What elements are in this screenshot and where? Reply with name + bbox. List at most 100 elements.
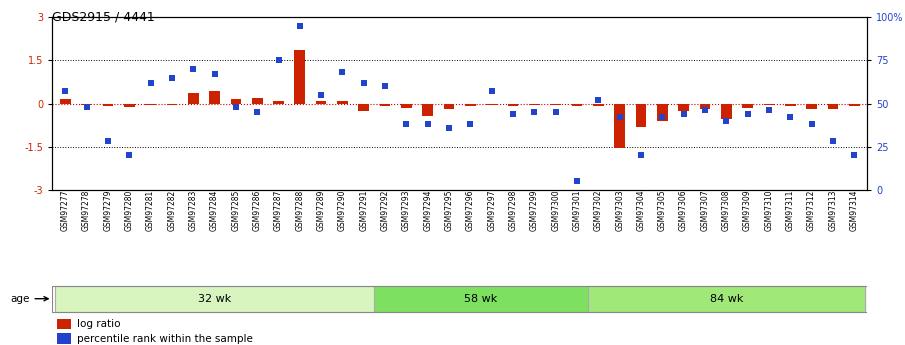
- Text: 32 wk: 32 wk: [198, 294, 231, 304]
- Bar: [401, 104, 412, 108]
- Text: percentile rank within the sample: percentile rank within the sample: [77, 334, 252, 344]
- Bar: [572, 104, 582, 106]
- Point: [762, 108, 776, 113]
- Text: GSM97287: GSM97287: [274, 190, 283, 231]
- Bar: [764, 104, 775, 105]
- Bar: [380, 104, 390, 106]
- Text: GSM97296: GSM97296: [466, 190, 475, 231]
- Point: [634, 152, 648, 158]
- Point: [314, 92, 329, 98]
- Text: 84 wk: 84 wk: [710, 294, 743, 304]
- Bar: [700, 104, 710, 109]
- Text: 58 wk: 58 wk: [464, 294, 498, 304]
- Bar: [785, 104, 795, 106]
- Text: GSM97298: GSM97298: [509, 190, 518, 231]
- Point: [740, 111, 755, 117]
- Bar: [508, 104, 519, 106]
- Bar: [145, 104, 156, 105]
- Bar: [742, 104, 753, 108]
- Text: GSM97293: GSM97293: [402, 190, 411, 231]
- Point: [399, 121, 414, 127]
- Bar: [614, 104, 625, 148]
- Bar: [635, 104, 646, 127]
- Bar: [60, 99, 71, 104]
- Text: GSM97288: GSM97288: [295, 190, 304, 231]
- Bar: [81, 104, 92, 105]
- Bar: [56, 333, 71, 344]
- Point: [484, 89, 499, 94]
- Text: GSM97297: GSM97297: [487, 190, 496, 231]
- Text: GSM97302: GSM97302: [594, 190, 603, 231]
- Bar: [529, 104, 539, 105]
- Point: [805, 121, 819, 127]
- Point: [676, 111, 691, 117]
- Text: GSM97301: GSM97301: [573, 190, 582, 231]
- Text: GSM97292: GSM97292: [381, 190, 390, 231]
- Bar: [358, 104, 369, 111]
- Text: GSM97310: GSM97310: [765, 190, 774, 231]
- Text: log ratio: log ratio: [77, 319, 120, 329]
- Text: GSM97307: GSM97307: [700, 190, 710, 231]
- Point: [698, 108, 712, 113]
- Point: [143, 80, 157, 86]
- Text: GSM97305: GSM97305: [658, 190, 667, 231]
- Bar: [678, 104, 689, 111]
- Bar: [188, 93, 198, 104]
- Text: GSM97279: GSM97279: [103, 190, 112, 231]
- Bar: [124, 104, 135, 107]
- Text: GSM97286: GSM97286: [252, 190, 262, 231]
- Bar: [550, 104, 561, 105]
- Point: [100, 139, 115, 144]
- Point: [591, 97, 605, 103]
- Text: GSM97282: GSM97282: [167, 190, 176, 231]
- Text: GSM97289: GSM97289: [317, 190, 326, 231]
- Bar: [316, 101, 327, 104]
- Text: GSM97278: GSM97278: [82, 190, 91, 231]
- Text: GSM97306: GSM97306: [679, 190, 688, 231]
- Text: age: age: [10, 294, 48, 304]
- Text: GSM97308: GSM97308: [722, 190, 730, 231]
- Point: [847, 152, 862, 158]
- Point: [421, 121, 435, 127]
- Text: GSM97280: GSM97280: [125, 190, 134, 231]
- Bar: [443, 104, 454, 109]
- Bar: [721, 104, 731, 119]
- Point: [548, 109, 563, 115]
- Bar: [252, 98, 262, 104]
- Text: GSM97295: GSM97295: [444, 190, 453, 231]
- Point: [570, 178, 585, 184]
- Text: GSM97291: GSM97291: [359, 190, 368, 231]
- Point: [58, 89, 72, 94]
- Point: [207, 71, 222, 77]
- Point: [442, 125, 456, 130]
- Bar: [593, 104, 604, 106]
- Text: GSM97309: GSM97309: [743, 190, 752, 231]
- Point: [122, 152, 137, 158]
- Point: [506, 111, 520, 117]
- Text: GDS2915 / 4441: GDS2915 / 4441: [52, 10, 156, 23]
- Bar: [56, 319, 71, 329]
- Bar: [231, 99, 242, 104]
- Text: GSM97313: GSM97313: [828, 190, 837, 231]
- Point: [825, 139, 840, 144]
- Point: [250, 109, 264, 115]
- Bar: [273, 101, 284, 104]
- Point: [719, 118, 734, 124]
- Point: [335, 70, 349, 75]
- Point: [527, 109, 541, 115]
- Point: [292, 23, 307, 29]
- Bar: [375, 286, 587, 313]
- Bar: [849, 104, 860, 106]
- Point: [357, 80, 371, 86]
- Bar: [486, 104, 497, 105]
- Bar: [338, 101, 348, 104]
- Point: [165, 75, 179, 80]
- Text: GSM97303: GSM97303: [615, 190, 624, 231]
- Bar: [54, 286, 375, 313]
- Text: GSM97299: GSM97299: [529, 190, 538, 231]
- Text: GSM97314: GSM97314: [850, 190, 859, 231]
- Bar: [827, 104, 838, 109]
- Text: GSM97277: GSM97277: [61, 190, 70, 231]
- Bar: [209, 91, 220, 104]
- Text: GSM97284: GSM97284: [210, 190, 219, 231]
